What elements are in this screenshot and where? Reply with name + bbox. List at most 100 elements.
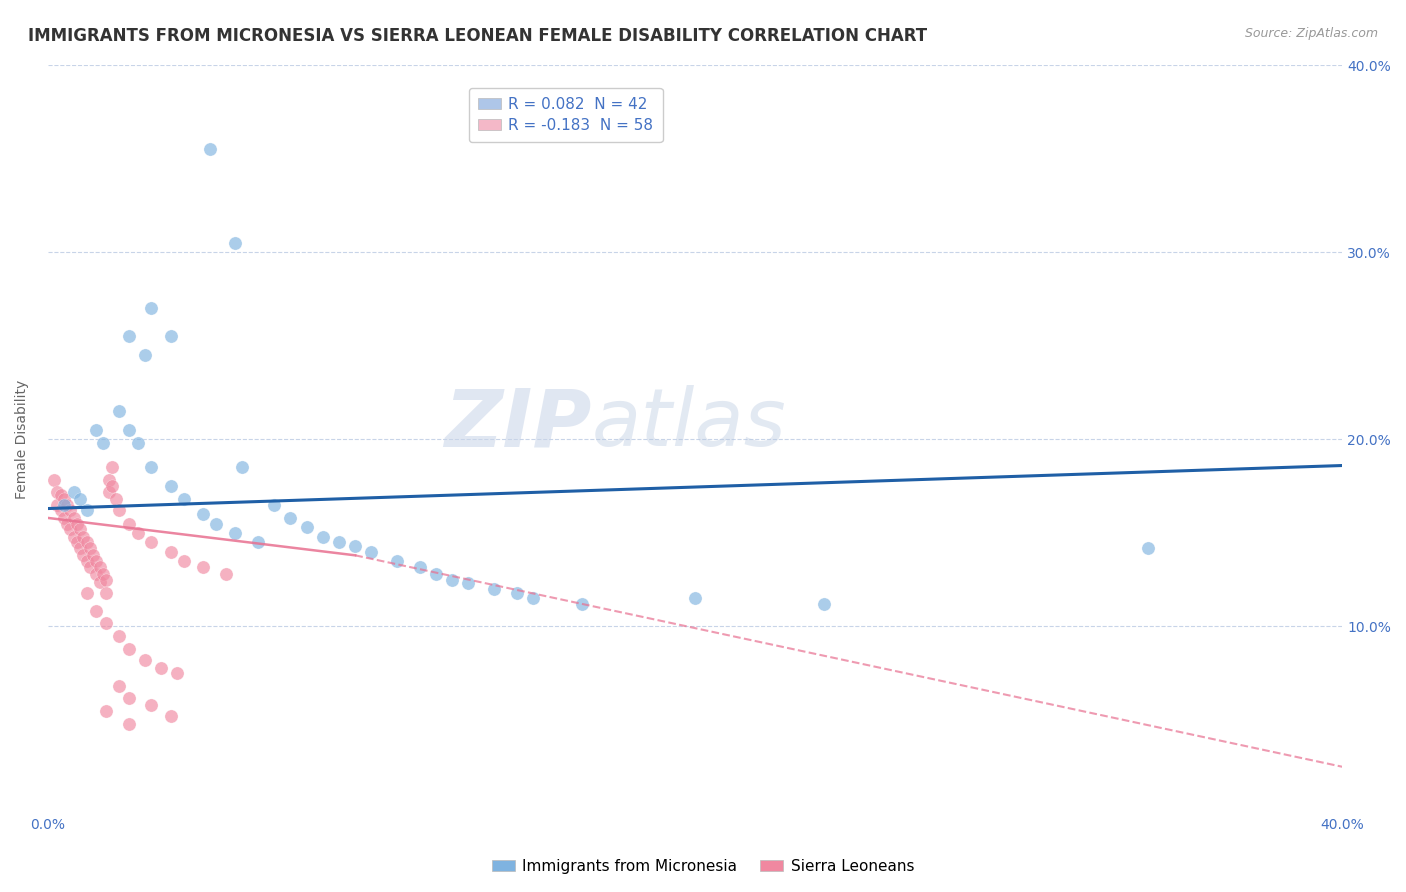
Point	[118, 641, 141, 656]
Point	[159, 329, 181, 343]
Point	[159, 709, 181, 723]
Point	[46, 498, 69, 512]
Point	[141, 460, 163, 475]
Point	[159, 479, 181, 493]
Point	[56, 498, 79, 512]
Point	[91, 567, 114, 582]
Point	[49, 503, 72, 517]
Point	[231, 460, 253, 475]
Point	[46, 484, 69, 499]
Point	[280, 511, 302, 525]
Point	[159, 544, 181, 558]
Point	[76, 586, 98, 600]
Point	[84, 554, 107, 568]
Point	[205, 516, 228, 531]
Point	[69, 492, 91, 507]
Point	[62, 511, 84, 525]
Text: Source: ZipAtlas.com: Source: ZipAtlas.com	[1244, 27, 1378, 40]
Point	[224, 235, 246, 250]
Point	[387, 554, 409, 568]
Point	[409, 559, 432, 574]
Point	[166, 666, 188, 681]
Point	[484, 582, 506, 596]
Point	[62, 530, 84, 544]
Point	[108, 629, 131, 643]
Point	[295, 520, 318, 534]
Text: atlas: atlas	[592, 385, 786, 463]
Point	[94, 615, 117, 630]
Point	[150, 660, 173, 674]
Point	[84, 567, 107, 582]
Point	[312, 530, 335, 544]
Point	[118, 690, 141, 705]
Point	[1137, 541, 1160, 555]
Point	[49, 488, 72, 502]
Point	[506, 586, 529, 600]
Point	[141, 698, 163, 712]
Point	[69, 541, 91, 555]
Point	[247, 535, 270, 549]
Point	[94, 573, 117, 587]
Point	[101, 479, 124, 493]
Point	[44, 474, 66, 488]
Point	[79, 541, 101, 555]
Point	[118, 516, 141, 531]
Point	[198, 142, 221, 156]
Point	[118, 716, 141, 731]
Point	[191, 559, 214, 574]
Point	[94, 704, 117, 718]
Point	[98, 484, 121, 499]
Point	[76, 554, 98, 568]
Point	[76, 503, 98, 517]
Point	[101, 460, 124, 475]
Point	[66, 516, 89, 531]
Point	[108, 503, 131, 517]
Point	[457, 576, 479, 591]
Point	[94, 586, 117, 600]
Point	[89, 559, 111, 574]
Point	[91, 436, 114, 450]
Point	[108, 404, 131, 418]
Point	[76, 535, 98, 549]
Point	[263, 498, 285, 512]
Point	[72, 530, 94, 544]
Legend: Immigrants from Micronesia, Sierra Leoneans: Immigrants from Micronesia, Sierra Leone…	[485, 853, 921, 880]
Point	[191, 507, 214, 521]
Point	[441, 573, 464, 587]
Point	[52, 498, 75, 512]
Point	[522, 591, 544, 606]
Point	[173, 492, 195, 507]
Point	[98, 474, 121, 488]
Point	[69, 522, 91, 536]
Point	[66, 535, 89, 549]
Text: ZIP: ZIP	[444, 385, 592, 463]
Point	[141, 535, 163, 549]
Point	[52, 511, 75, 525]
Text: IMMIGRANTS FROM MICRONESIA VS SIERRA LEONEAN FEMALE DISABILITY CORRELATION CHART: IMMIGRANTS FROM MICRONESIA VS SIERRA LEO…	[28, 27, 927, 45]
Point	[72, 549, 94, 563]
Point	[813, 597, 835, 611]
Point	[84, 604, 107, 618]
Point	[79, 559, 101, 574]
Point	[141, 301, 163, 316]
Y-axis label: Female Disability: Female Disability	[15, 380, 30, 499]
Point	[108, 679, 131, 693]
Point	[360, 544, 382, 558]
Point	[118, 329, 141, 343]
Point	[571, 597, 593, 611]
Point	[84, 423, 107, 437]
Point	[56, 516, 79, 531]
Point	[134, 348, 156, 362]
Point	[224, 525, 246, 540]
Point	[89, 574, 111, 589]
Point	[127, 436, 149, 450]
Point	[62, 484, 84, 499]
Point	[173, 554, 195, 568]
Point	[52, 492, 75, 507]
Point	[683, 591, 706, 606]
Point	[134, 653, 156, 667]
Point	[118, 423, 141, 437]
Point	[82, 549, 104, 563]
Point	[59, 503, 82, 517]
Legend: R = 0.082  N = 42, R = -0.183  N = 58: R = 0.082 N = 42, R = -0.183 N = 58	[468, 87, 662, 142]
